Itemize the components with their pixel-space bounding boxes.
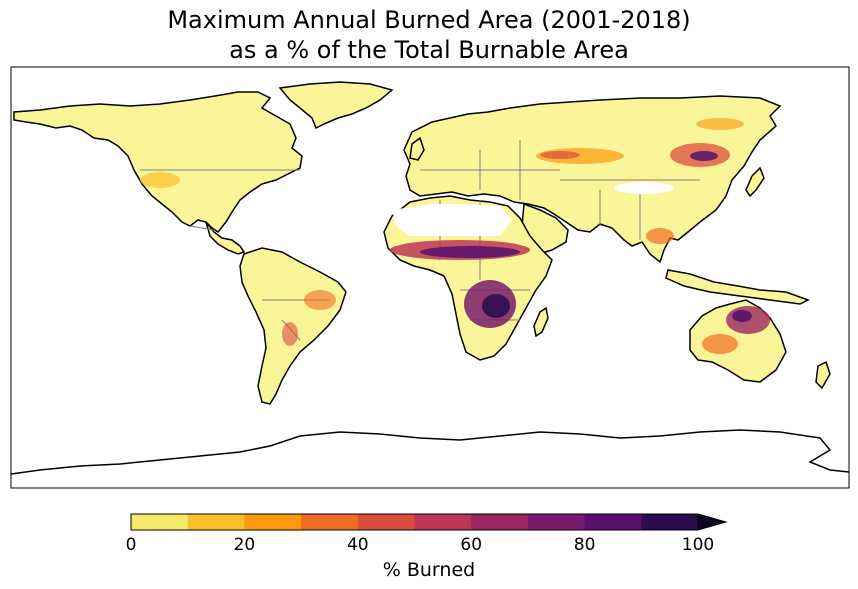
colorbar-segment xyxy=(641,514,699,530)
title-line-1: Maximum Annual Burned Area (2001-2018) xyxy=(167,6,691,34)
colorbar-segment xyxy=(244,514,302,530)
landmass-madagascar xyxy=(533,306,549,338)
landmass-central-america xyxy=(205,221,246,255)
landmass-greenland xyxy=(278,81,394,130)
title-line-2: as a % of the Total Burnable Area xyxy=(229,36,629,64)
landmass-new-zealand xyxy=(815,360,831,390)
landmass-antarctica xyxy=(11,429,849,475)
landmass-north-america xyxy=(13,91,303,234)
colorbar-tick-80: 80 xyxy=(574,535,596,555)
map-title: Maximum Annual Burned Area (2001-2018) a… xyxy=(0,5,858,65)
colorbar-segment xyxy=(584,514,642,530)
colorbar-tick-0: 0 xyxy=(126,535,137,555)
colorbar xyxy=(131,514,699,530)
colorbar-segment xyxy=(527,514,586,530)
colorbar-segment xyxy=(471,514,529,530)
colorbar-segment xyxy=(357,514,415,530)
landmass-eurasia xyxy=(403,95,782,264)
burn-hotspots xyxy=(140,118,770,354)
colorbar-tick-60: 60 xyxy=(460,535,482,555)
colorbar-extend-arrow xyxy=(697,513,728,531)
landmass-indonesia xyxy=(665,269,810,305)
colorbar-tick-40: 40 xyxy=(347,535,369,555)
colorbar-tick-20: 20 xyxy=(234,535,256,555)
colorbar-segment xyxy=(301,514,359,530)
landmass-japan xyxy=(745,166,765,198)
colorbar-segment xyxy=(131,514,189,530)
colorbar-segment xyxy=(187,514,245,530)
colorbar-tick-100: 100 xyxy=(682,535,714,555)
colorbar-outline xyxy=(130,513,699,531)
colorbar-segment xyxy=(414,514,472,530)
landmass-britain xyxy=(409,136,425,161)
non-burnable-regions xyxy=(392,182,674,236)
colorbar-label: % Burned xyxy=(383,559,475,581)
